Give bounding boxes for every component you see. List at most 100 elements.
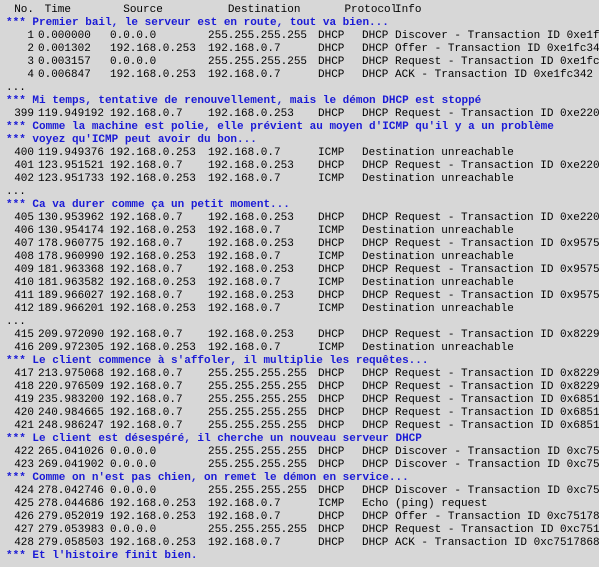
- cell-no: 421: [6, 420, 38, 433]
- cell-protocol: DHCP: [318, 160, 362, 173]
- packet-row[interactable]: 424278.0427460.0.0.0255.255.255.255DHCPD…: [6, 485, 593, 498]
- cell-destination: 192.168.0.7: [208, 498, 318, 511]
- cell-source: 192.168.0.253: [110, 498, 208, 511]
- cell-destination: 255.255.255.255: [208, 381, 318, 394]
- comment-line: *** Et l'histoire finit bien.: [6, 550, 593, 563]
- packet-row[interactable]: 10.0000000.0.0.0255.255.255.255DHCPDHCP …: [6, 30, 593, 43]
- packet-row[interactable]: 426279.052019192.168.0.253192.168.0.7DHC…: [6, 511, 593, 524]
- packet-row[interactable]: 420240.984665192.168.0.7255.255.255.255D…: [6, 407, 593, 420]
- packet-row[interactable]: 412189.966201192.168.0.253192.168.0.7ICM…: [6, 303, 593, 316]
- cell-no: 427: [6, 524, 38, 537]
- cell-source: 192.168.0.7: [110, 420, 208, 433]
- packet-row[interactable]: 406130.954174192.168.0.253192.168.0.7ICM…: [6, 225, 593, 238]
- packet-row[interactable]: 423269.0419020.0.0.0255.255.255.255DHCPD…: [6, 459, 593, 472]
- cell-destination: 192.168.0.7: [208, 43, 318, 56]
- cell-protocol: ICMP: [318, 303, 362, 316]
- packet-row[interactable]: 400119.949376192.168.0.253192.168.0.7ICM…: [6, 147, 593, 160]
- cell-time: 213.975068: [38, 368, 110, 381]
- cell-source: 192.168.0.7: [110, 394, 208, 407]
- cell-no: 411: [6, 290, 38, 303]
- cell-info: DHCP Request - Transaction ID 0x8229871: [362, 368, 599, 381]
- cell-info: DHCP Request - Transaction ID 0xe1fc342: [362, 56, 599, 69]
- cell-no: 2: [6, 43, 38, 56]
- cell-no: 410: [6, 277, 38, 290]
- cell-source: 192.168.0.253: [110, 511, 208, 524]
- packet-row[interactable]: 40.006847192.168.0.253192.168.0.7DHCPDHC…: [6, 69, 593, 82]
- cell-time: 178.960775: [38, 238, 110, 251]
- cell-no: 3: [6, 56, 38, 69]
- packet-row[interactable]: 20.001302192.168.0.253192.168.0.7DHCPDHC…: [6, 43, 593, 56]
- packet-row[interactable]: 407178.960775192.168.0.7192.168.0.253DHC…: [6, 238, 593, 251]
- cell-time: 119.949376: [38, 147, 110, 160]
- comment-line: *** Mi temps, tentative de renouvellemen…: [6, 95, 593, 108]
- cell-time: 123.951733: [38, 173, 110, 186]
- cell-source: 192.168.0.7: [110, 329, 208, 342]
- cell-time: 209.972090: [38, 329, 110, 342]
- cell-source: 192.168.0.7: [110, 381, 208, 394]
- cell-source: 192.168.0.253: [110, 147, 208, 160]
- comment-line: *** Le client commence à s'affoler, il m…: [6, 355, 593, 368]
- packet-row[interactable]: 399119.949192192.168.0.7192.168.0.253DHC…: [6, 108, 593, 121]
- cell-protocol: DHCP: [318, 368, 362, 381]
- packet-row[interactable]: 418220.976509192.168.0.7255.255.255.255D…: [6, 381, 593, 394]
- packet-row[interactable]: 408178.960990192.168.0.253192.168.0.7ICM…: [6, 251, 593, 264]
- packet-row[interactable]: 410181.963582192.168.0.253192.168.0.7ICM…: [6, 277, 593, 290]
- packet-row[interactable]: 417213.975068192.168.0.7255.255.255.255D…: [6, 368, 593, 381]
- cell-destination: 192.168.0.253: [208, 238, 318, 251]
- cell-protocol: DHCP: [318, 446, 362, 459]
- packet-row[interactable]: 405130.953962192.168.0.7192.168.0.253DHC…: [6, 212, 593, 225]
- cell-protocol: ICMP: [318, 147, 362, 160]
- cell-time: 119.949192: [38, 108, 110, 121]
- cell-source: 192.168.0.7: [110, 264, 208, 277]
- cell-source: 192.168.0.7: [110, 238, 208, 251]
- cell-destination: 192.168.0.7: [208, 251, 318, 264]
- cell-info: Destination unreachable: [362, 277, 514, 290]
- cell-no: 424: [6, 485, 38, 498]
- comment-line: *** Ca va durer comme ça un petit moment…: [6, 199, 593, 212]
- cell-destination: 192.168.0.7: [208, 225, 318, 238]
- cell-time: 189.966027: [38, 290, 110, 303]
- packet-row[interactable]: 30.0031570.0.0.0255.255.255.255DHCPDHCP …: [6, 56, 593, 69]
- packet-row[interactable]: 427279.0539830.0.0.0255.255.255.255DHCPD…: [6, 524, 593, 537]
- packet-table-body: *** Premier bail, le serveur est en rout…: [6, 17, 593, 563]
- ellipsis-line: ...: [6, 316, 593, 329]
- cell-info: DHCP Request - Transaction ID 0x6851e126: [362, 394, 599, 407]
- cell-info: DHCP Request - Transaction ID 0xc7517868: [362, 524, 599, 537]
- cell-info: Destination unreachable: [362, 303, 514, 316]
- packet-row[interactable]: 428279.058503192.168.0.253192.168.0.7DHC…: [6, 537, 593, 550]
- packet-row[interactable]: 401123.951521192.168.0.7192.168.0.253DHC…: [6, 160, 593, 173]
- cell-info: DHCP Discover - Transaction ID 0xe1fc342: [362, 30, 599, 43]
- cell-protocol: DHCP: [318, 212, 362, 225]
- packet-row[interactable]: 415209.972090192.168.0.7192.168.0.253DHC…: [6, 329, 593, 342]
- packet-row[interactable]: 419235.983200192.168.0.7255.255.255.255D…: [6, 394, 593, 407]
- cell-info: DHCP Discover - Transaction ID 0xc751786…: [362, 446, 599, 459]
- cell-source: 0.0.0.0: [110, 524, 208, 537]
- cell-no: 4: [6, 69, 38, 82]
- packet-row[interactable]: 402123.951733192.168.0.253192.168.0.7ICM…: [6, 173, 593, 186]
- cell-destination: 192.168.0.7: [208, 147, 318, 160]
- cell-no: 399: [6, 108, 38, 121]
- packet-row[interactable]: 409181.963368192.168.0.7192.168.0.253DHC…: [6, 264, 593, 277]
- cell-source: 192.168.0.7: [110, 290, 208, 303]
- cell-no: 428: [6, 537, 38, 550]
- cell-info: DHCP Request - Transaction ID 0xe220dc2e: [362, 212, 599, 225]
- cell-time: 248.986247: [38, 420, 110, 433]
- cell-protocol: DHCP: [318, 537, 362, 550]
- cell-info: Destination unreachable: [362, 342, 514, 355]
- packet-row[interactable]: 422265.0410260.0.0.0255.255.255.255DHCPD…: [6, 446, 593, 459]
- cell-info: DHCP Offer - Transaction ID 0xe1fc342: [362, 43, 599, 56]
- cell-destination: 192.168.0.7: [208, 173, 318, 186]
- packet-row[interactable]: 421248.986247192.168.0.7255.255.255.255D…: [6, 420, 593, 433]
- cell-no: 406: [6, 225, 38, 238]
- packet-row[interactable]: 425278.044686192.168.0.253192.168.0.7ICM…: [6, 498, 593, 511]
- cell-destination: 192.168.0.7: [208, 277, 318, 290]
- cell-protocol: DHCP: [318, 56, 362, 69]
- cell-no: 417: [6, 368, 38, 381]
- cell-info: DHCP Request - Transaction ID 0x6851e126: [362, 407, 599, 420]
- packet-row[interactable]: 416209.972305192.168.0.253192.168.0.7ICM…: [6, 342, 593, 355]
- packet-row[interactable]: 411189.966027192.168.0.7192.168.0.253DHC…: [6, 290, 593, 303]
- cell-info: Destination unreachable: [362, 173, 514, 186]
- col-dst: Destination: [228, 4, 338, 17]
- cell-time: 279.053983: [38, 524, 110, 537]
- cell-no: 409: [6, 264, 38, 277]
